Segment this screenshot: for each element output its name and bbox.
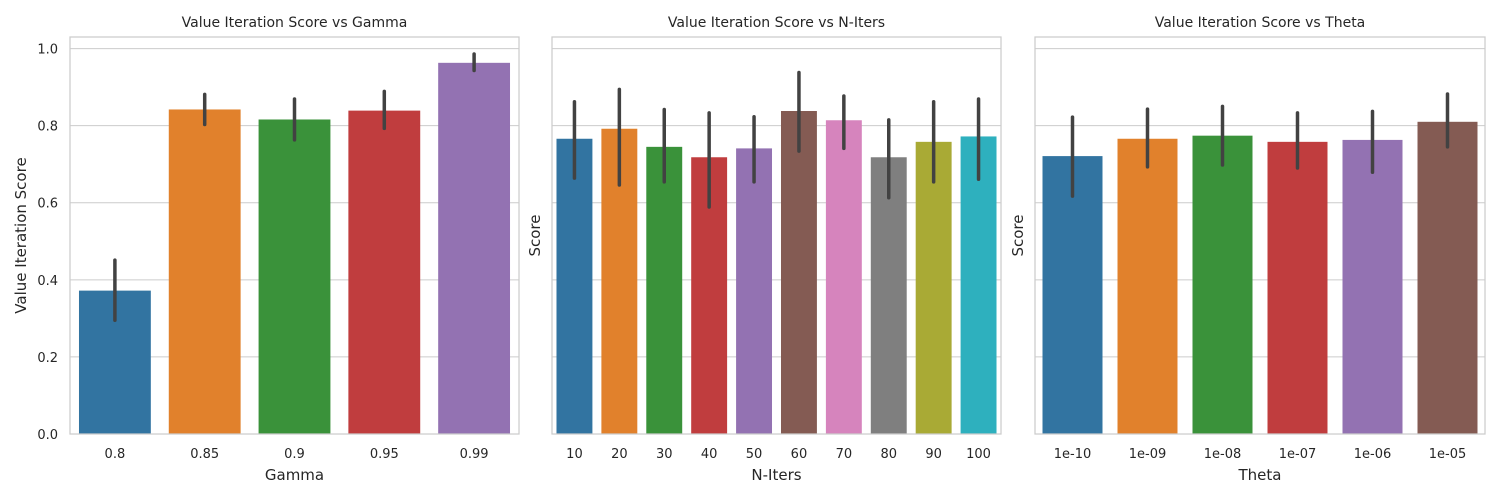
plot-area: 10 20 30 40 50 60 70 80 90 100 — [551, 36, 1002, 462]
x-tick-label: 1e-09 — [1129, 447, 1167, 462]
chart-panel-gamma: 0.8 0.85 0.9 0.95 0.99 0.0 0.2 0.4 0.6 0.8 1.0 Val… — [12, 15, 520, 484]
x-tick-label: 0.9 — [284, 447, 305, 462]
x-tick-label: 1e-10 — [1054, 447, 1092, 462]
bar — [960, 136, 997, 434]
plot-area: 0.8 0.85 0.9 0.95 0.99 0.0 0.2 0.4 0.6 0.8 1.0 — [37, 36, 520, 462]
y-tick-label: 0.6 — [37, 197, 58, 212]
x-tick-label: 10 — [566, 447, 583, 462]
x-tick-label: 1e-07 — [1279, 447, 1317, 462]
chart-panel-n-iters: 10 20 30 40 50 60 70 80 90 100 Value Iteration Sc… — [526, 15, 1002, 484]
bar — [1117, 138, 1178, 434]
bar — [646, 146, 683, 434]
y-tick-label: 0.4 — [37, 274, 58, 289]
bar — [870, 157, 907, 434]
axes-frame — [551, 36, 1002, 435]
x-tick-label: 80 — [880, 447, 897, 462]
chart-title: Value Iteration Score vs Theta — [1155, 15, 1366, 31]
bar — [1417, 121, 1478, 435]
bar — [1267, 141, 1328, 434]
bar — [915, 141, 952, 434]
y-axis-label: Score — [1009, 214, 1027, 256]
x-axis-label: Theta — [1238, 466, 1282, 484]
chart-title: Value Iteration Score vs Gamma — [182, 15, 408, 31]
x-tick-label: 0.85 — [190, 447, 219, 462]
y-tick-label: 0.8 — [37, 120, 58, 135]
x-tick-label: 0.99 — [460, 447, 489, 462]
x-tick-label: 70 — [836, 447, 853, 462]
x-tick-label: 1e-08 — [1204, 447, 1242, 462]
y-axis-label: Value Iteration Score — [12, 157, 30, 313]
x-axis-label: N-Iters — [751, 466, 801, 484]
bar — [1042, 156, 1103, 434]
axes-frame — [69, 36, 520, 435]
plot-area: 1e-10 1e-09 1e-08 1e-07 1e-06 1e-05 — [1034, 36, 1486, 462]
bar — [556, 138, 593, 434]
x-axis-label: Gamma — [265, 466, 324, 484]
x-tick-label: 90 — [925, 447, 942, 462]
bar — [258, 119, 331, 435]
bar — [438, 62, 511, 434]
x-tick-label: 20 — [611, 447, 628, 462]
x-tick-label: 40 — [701, 447, 718, 462]
chart-panel-theta: 1e-10 1e-09 1e-08 1e-07 1e-06 1e-05 Value Ite… — [1009, 15, 1486, 484]
bar — [348, 110, 421, 435]
y-tick-label: 1.0 — [37, 43, 58, 58]
y-axis-label: Score — [526, 214, 544, 256]
bar — [1342, 139, 1403, 434]
x-tick-label: 0.8 — [105, 447, 126, 462]
bar — [780, 111, 817, 435]
x-tick-label: 1e-05 — [1429, 447, 1467, 462]
axes-frame — [1034, 36, 1486, 435]
chart-title: Value Iteration Score vs N-Iters — [668, 15, 885, 31]
x-tick-label: 60 — [791, 447, 808, 462]
x-tick-label: 50 — [746, 447, 763, 462]
x-tick-label: 0.95 — [370, 447, 399, 462]
bar — [1192, 135, 1253, 434]
x-tick-label: 1e-06 — [1354, 447, 1392, 462]
bar — [825, 120, 862, 435]
bar — [736, 148, 773, 434]
y-tick-label: 0.0 — [37, 428, 58, 443]
bar — [168, 109, 241, 435]
x-tick-label: 30 — [656, 447, 673, 462]
x-tick-label: 100 — [966, 447, 991, 462]
y-tick-label: 0.2 — [37, 351, 58, 366]
